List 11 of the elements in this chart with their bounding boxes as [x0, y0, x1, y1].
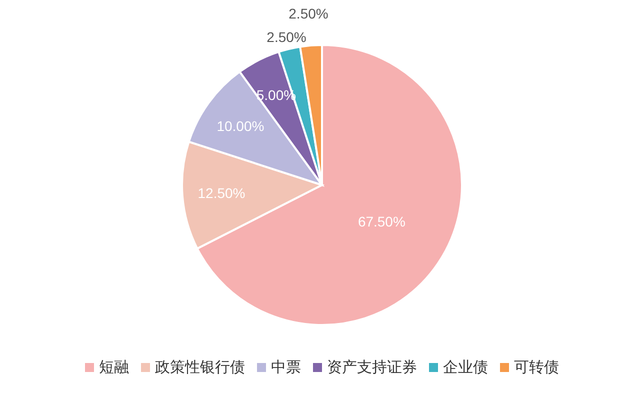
data-label: 2.50% — [288, 6, 328, 22]
legend-label: 企业债 — [443, 359, 488, 376]
legend-label: 中票 — [271, 359, 301, 376]
legend-label: 资产支持证券 — [327, 359, 417, 376]
data-label: 2.50% — [266, 29, 306, 46]
legend-label: 可转债 — [514, 359, 559, 376]
data-label: 10.00% — [216, 118, 264, 134]
legend-label: 短融 — [99, 359, 129, 376]
data-label: 12.50% — [198, 184, 246, 201]
data-label: 67.50% — [358, 214, 406, 230]
legend-label: 政策性银行债 — [155, 359, 245, 376]
